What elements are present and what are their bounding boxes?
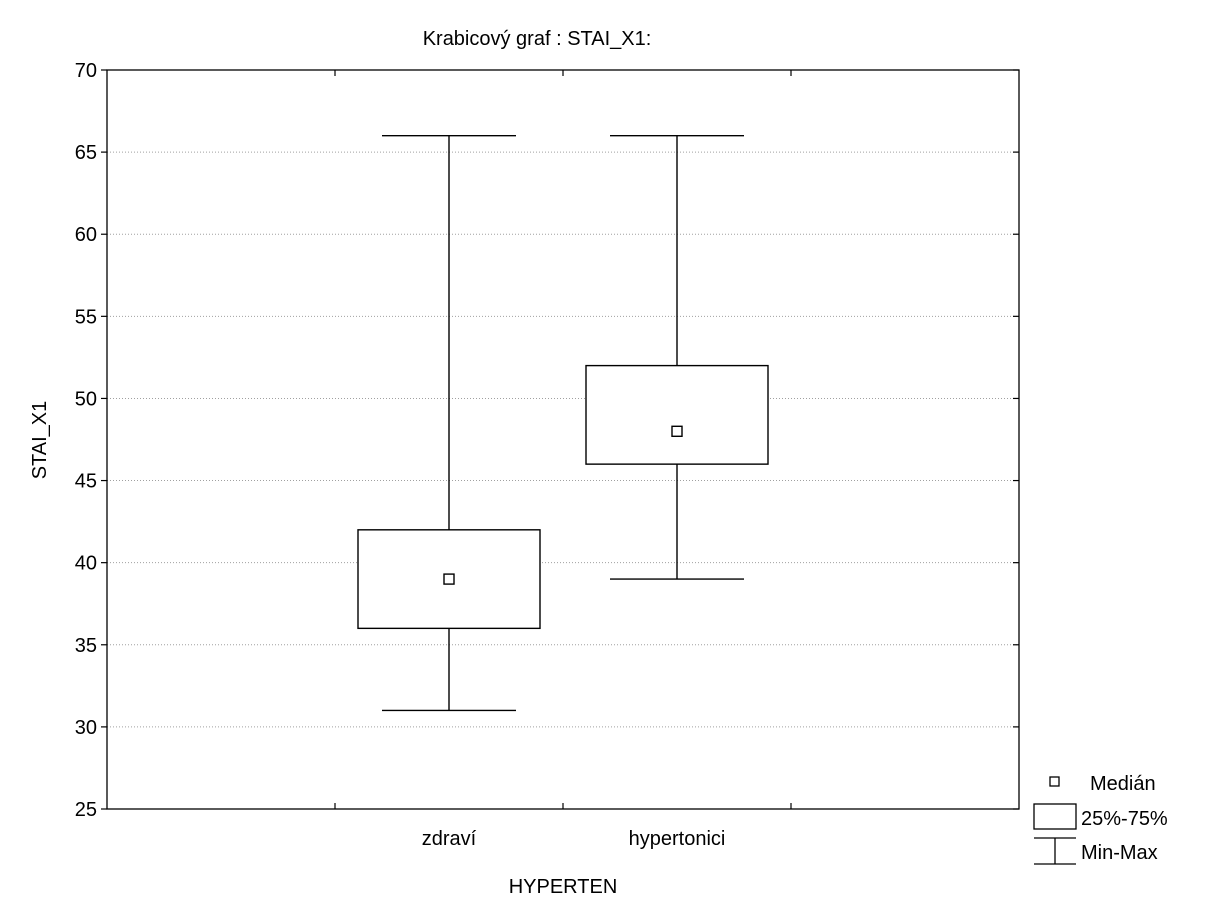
- y-tick-label: 50: [75, 388, 97, 410]
- y-tick-label: 70: [75, 60, 97, 82]
- x-axis-label: HYPERTEN: [509, 876, 618, 898]
- y-tick-label: 60: [75, 224, 97, 246]
- y-tick-label: 65: [75, 142, 97, 164]
- median-marker: [671, 425, 683, 437]
- legend-box-label: 25%-75%: [1081, 808, 1168, 830]
- chart-title: Krabicový graf : STAI_X1:: [423, 28, 652, 50]
- x-tick-label: hypertonici: [629, 828, 726, 850]
- legend: Medián 25%-75% Min-Max: [1033, 773, 1168, 865]
- y-axis-label: STAI_X1: [29, 401, 51, 480]
- box-plot-hypertonici: [585, 134, 769, 580]
- median-marker: [443, 573, 455, 585]
- box-series: [357, 134, 769, 712]
- grid-lines: [107, 151, 1019, 728]
- y-tick-label: 25: [75, 799, 97, 821]
- legend-whisker-symbol: [1034, 837, 1076, 865]
- y-tick-label: 55: [75, 306, 97, 328]
- y-tick-label: 45: [75, 471, 97, 493]
- legend-median-symbol: [1049, 776, 1060, 787]
- legend-box-symbol: [1033, 803, 1077, 830]
- x-tick-label: zdraví: [422, 828, 477, 850]
- box-plot-zdraví: [357, 134, 541, 712]
- y-tick-label: 35: [75, 635, 97, 657]
- legend-median-label: Medián: [1090, 773, 1156, 795]
- legend-whisker-label: Min-Max: [1081, 842, 1158, 864]
- plot-area-frame: [106, 69, 1020, 810]
- y-tick-label: 40: [75, 553, 97, 575]
- y-axis-ticks: 25 30 35 40 45 50 55 60 65 70: [75, 60, 1019, 821]
- x-axis-ticks: zdraví hypertonici: [334, 70, 792, 850]
- iqr-box: [585, 364, 769, 465]
- y-tick-label: 30: [75, 717, 97, 739]
